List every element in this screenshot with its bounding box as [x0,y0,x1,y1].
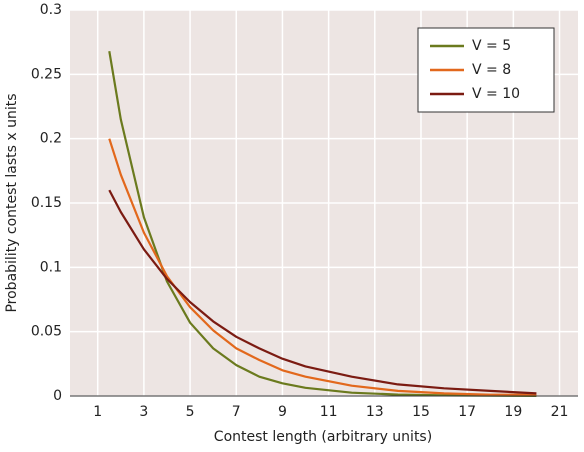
x-tick-label: 13 [366,404,384,420]
y-tick-label: 0.05 [31,324,62,340]
x-tick-label: 17 [458,404,476,420]
x-tick-label: 19 [504,404,522,420]
x-tick-label: 3 [139,404,148,420]
y-tick-label: 0.25 [31,66,62,82]
x-tick-label: 21 [551,404,569,420]
x-tick-label: 7 [232,404,241,420]
x-axis-label: Contest length (arbitrary units) [214,429,432,445]
y-tick-label: 0.1 [40,259,62,275]
legend-label: V = 8 [472,62,511,78]
series-line [108,189,537,395]
y-tick-label: 0.15 [31,195,62,211]
y-tick-label: 0 [53,388,62,404]
x-tick-label: 9 [278,404,287,420]
legend-label: V = 5 [472,38,511,54]
x-tick-label: 15 [412,404,430,420]
y-axis-label: Probability contest lasts x units [4,93,20,312]
legend-label: V = 10 [472,86,520,102]
x-tick-label: 1 [93,404,102,420]
series-line [108,138,537,396]
x-tick-label: 11 [320,404,338,420]
y-tick-label: 0.2 [40,131,62,147]
series-line [108,51,537,397]
y-tick-label: 0.3 [40,2,62,18]
x-tick-label: 5 [186,404,195,420]
